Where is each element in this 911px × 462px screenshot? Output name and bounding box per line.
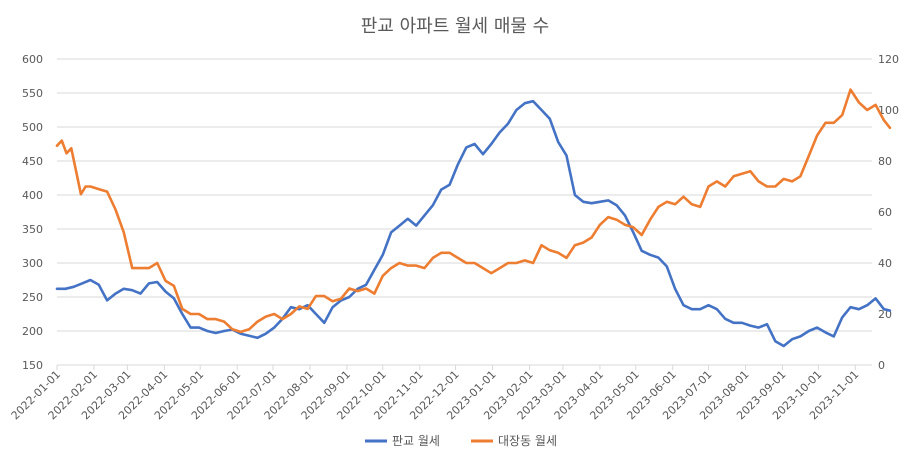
series-line-2: [55, 88, 892, 334]
series-line-1: [55, 99, 892, 348]
right-tick-label: 80: [878, 155, 892, 168]
right-tick-label: 60: [878, 206, 892, 219]
left-tick-label: 350: [22, 223, 43, 236]
left-tick-label: 400: [22, 189, 43, 202]
left-tick-label: 300: [22, 257, 43, 270]
legend-label-2: 대장동 월세: [498, 434, 557, 448]
legend: 판교 월세 대장동 월세: [365, 434, 557, 448]
left-tick-label: 550: [22, 87, 43, 100]
chart-title: 판교 아파트 월세 매물 수: [361, 16, 550, 37]
legend-label-1: 판교 월세: [392, 434, 440, 448]
gridlines: [57, 58, 872, 366]
right-tick-label: 100: [878, 104, 899, 117]
left-axis-ticks: 150 200 250 300 350 400 450 500 550 600: [22, 53, 43, 372]
series-lines: [55, 88, 892, 348]
right-tick-label: 0: [878, 359, 885, 372]
x-axis-ticks: 2022-01-012022-02-012022-03-012022-04-01…: [9, 365, 861, 422]
left-tick-label: 450: [22, 155, 43, 168]
left-tick-label: 200: [22, 325, 43, 338]
left-tick-label: 150: [22, 359, 43, 372]
left-tick-label: 500: [22, 121, 43, 134]
left-tick-label: 250: [22, 291, 43, 304]
right-tick-label: 120: [878, 53, 899, 66]
right-tick-label: 40: [878, 257, 892, 270]
left-tick-label: 600: [22, 53, 43, 66]
